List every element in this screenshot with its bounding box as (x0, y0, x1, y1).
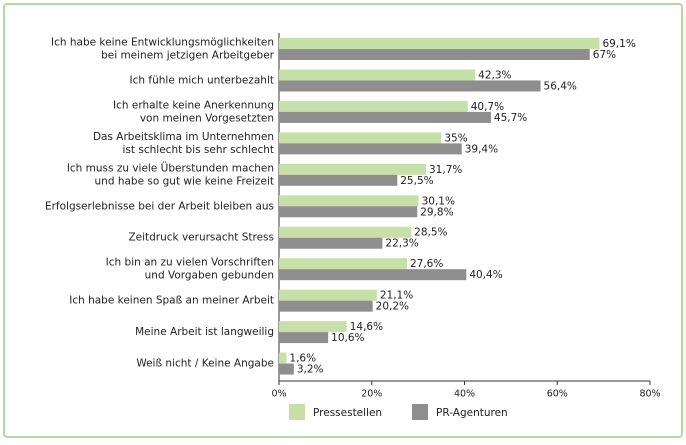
bar (279, 80, 541, 92)
bar (279, 300, 373, 312)
bar (279, 332, 329, 344)
bar (279, 289, 377, 301)
value-label: 40,4% (469, 269, 502, 281)
bar (279, 195, 419, 207)
value-label: 28,5% (414, 227, 447, 239)
bar (279, 174, 398, 186)
bar (279, 69, 476, 81)
category-label: Ich fühle mich unterbezahlt (130, 74, 274, 86)
legend-swatch (412, 404, 428, 420)
value-label: 22,3% (385, 238, 418, 250)
category-label: Meine Arbeit ist langweilig (135, 326, 274, 338)
category-label: Ich erhalte keine Anerkennung (113, 99, 274, 111)
value-label: 1,6% (289, 353, 316, 365)
value-label: 25,5% (400, 175, 433, 187)
x-tick-label: 20% (361, 389, 382, 400)
category-label: Das Arbeitsklima im Unternehmen (93, 131, 274, 143)
x-tick-label: 40% (454, 389, 475, 400)
category-label: bei meinem jetzigen Arbeitgeber (101, 50, 275, 62)
value-label: 42,3% (478, 69, 511, 81)
value-label: 10,6% (331, 332, 364, 344)
bar (279, 38, 600, 49)
value-label: 56,4% (544, 80, 577, 92)
value-label: 29,8% (420, 206, 453, 218)
value-label: 20,2% (376, 301, 409, 313)
value-label: 39,4% (465, 143, 498, 155)
category-label: Ich muss zu viele Überstunden machen (67, 161, 274, 174)
value-label: 40,7% (471, 101, 504, 113)
x-tick-label: 60% (547, 389, 568, 400)
value-label: 31,7% (429, 164, 462, 176)
bar (279, 143, 462, 155)
bar (279, 111, 491, 123)
value-label: 30,1% (422, 195, 455, 207)
value-label: 3,2% (297, 364, 324, 376)
value-label: 35% (444, 132, 467, 144)
category-label: Weiß nicht / Keine Angabe (136, 358, 274, 370)
value-label: 21,1% (380, 290, 413, 302)
bar (279, 363, 294, 375)
bar (279, 206, 418, 218)
legend-label: PR-Agenturen (436, 407, 508, 419)
category-label: ist schlecht bis sehr schlecht (123, 144, 274, 156)
bar (279, 258, 407, 270)
bar (279, 269, 467, 281)
bar (279, 100, 468, 112)
value-label: 69,1% (602, 38, 635, 50)
category-label: und Vorgaben gebunden (145, 270, 274, 282)
bar (279, 49, 590, 60)
bar (279, 132, 442, 144)
bar (279, 237, 383, 249)
value-label: 27,6% (410, 258, 443, 270)
x-tick-label: 80% (639, 389, 660, 400)
category-label: Ich habe keine Entwicklungsmöglichkeiten (51, 37, 274, 49)
legend-label: Pressestellen (313, 407, 382, 419)
bar (279, 321, 347, 333)
value-label: 14,6% (350, 321, 383, 333)
frame (3, 3, 683, 438)
legend-swatch (289, 404, 305, 420)
category-label: Ich bin an zu vielen Vorschriften (106, 257, 274, 269)
category-label: Ich habe keinen Spaß an meiner Arbeit (69, 295, 274, 307)
category-label: Zeitdruck verursacht Stress (128, 232, 274, 244)
category-label: und habe so gut wie keine Freizeit (95, 175, 274, 187)
bar (279, 226, 412, 238)
bar (279, 352, 287, 364)
value-label: 67% (593, 49, 616, 61)
value-label: 45,7% (494, 112, 527, 124)
category-label: von meinen Vorgesetzten (140, 112, 274, 124)
x-tick-label: 0% (271, 389, 286, 400)
bar (279, 163, 427, 175)
category-label: Erfolgserlebnisse bei der Arbeit bleiben… (45, 200, 274, 212)
